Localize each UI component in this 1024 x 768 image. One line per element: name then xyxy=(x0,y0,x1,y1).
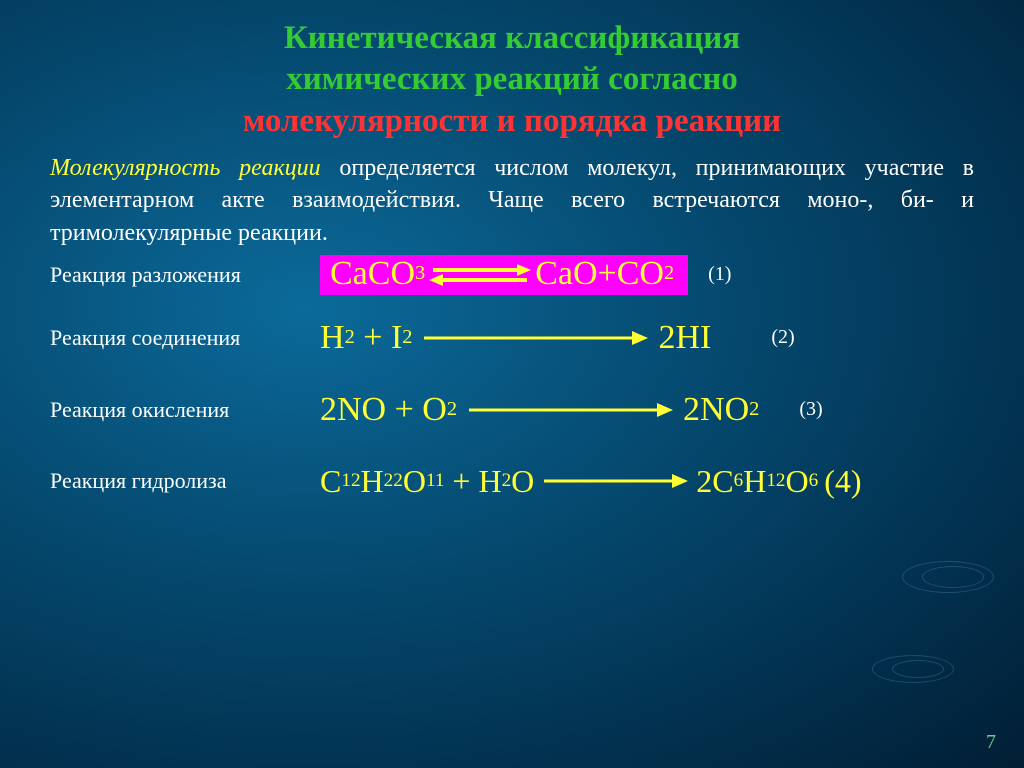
equation-number: (1) xyxy=(708,263,731,286)
equilibrium-arrow-icon xyxy=(425,259,535,289)
reaction-equation: C12H22O11 + H2O 2C6H12O6 (4) xyxy=(320,463,974,500)
reaction-equation: 2NO + O2 2NO2 (3) xyxy=(320,391,974,429)
reaction-label: Реакция разложения xyxy=(50,262,320,288)
reaction-equation: H2 + I2 2HI (2) xyxy=(320,319,974,357)
reaction-equation: CaCO3 CaO+CO2 (1) xyxy=(320,255,974,295)
equation-highlight-box: CaCO3 CaO+CO2 xyxy=(320,255,688,295)
title-line-2: химических реакций согласно xyxy=(50,59,974,100)
decorative-ripple xyxy=(872,655,954,683)
title-line-3: молекулярности и порядка реакции xyxy=(50,101,974,142)
title-line-1: Кинетическая классификация xyxy=(50,18,974,59)
equation-number: (3) xyxy=(799,398,822,421)
arrow-right-icon xyxy=(465,399,675,421)
intro-emphasis: Молекулярность реакции xyxy=(50,155,321,181)
reaction-label: Реакция окисления xyxy=(50,397,320,423)
arrow-right-icon xyxy=(420,327,650,349)
reaction-row-4: Реакция гидролиза C12H22O11 + H2O 2C6H12… xyxy=(50,463,974,500)
reaction-label: Реакция соединения xyxy=(50,325,320,351)
arrow-right-icon xyxy=(540,470,690,492)
page-number: 7 xyxy=(986,731,996,754)
reaction-list: Реакция разложения CaCO3 CaO+CO2 (1) Реа… xyxy=(50,255,974,500)
reaction-row-3: Реакция окисления 2NO + O2 2NO2 (3) xyxy=(50,391,974,429)
intro-paragraph: Молекулярность реакции определяется числ… xyxy=(50,152,974,249)
slide-title: Кинетическая классификация химических ре… xyxy=(50,18,974,142)
decorative-ripple xyxy=(902,561,994,593)
reaction-row-1: Реакция разложения CaCO3 CaO+CO2 (1) xyxy=(50,255,974,295)
reaction-label: Реакция гидролиза xyxy=(50,468,320,494)
equation-number: (2) xyxy=(771,326,794,349)
reaction-row-2: Реакция соединения H2 + I2 2HI (2) xyxy=(50,319,974,357)
equation-number: (4) xyxy=(824,463,861,500)
